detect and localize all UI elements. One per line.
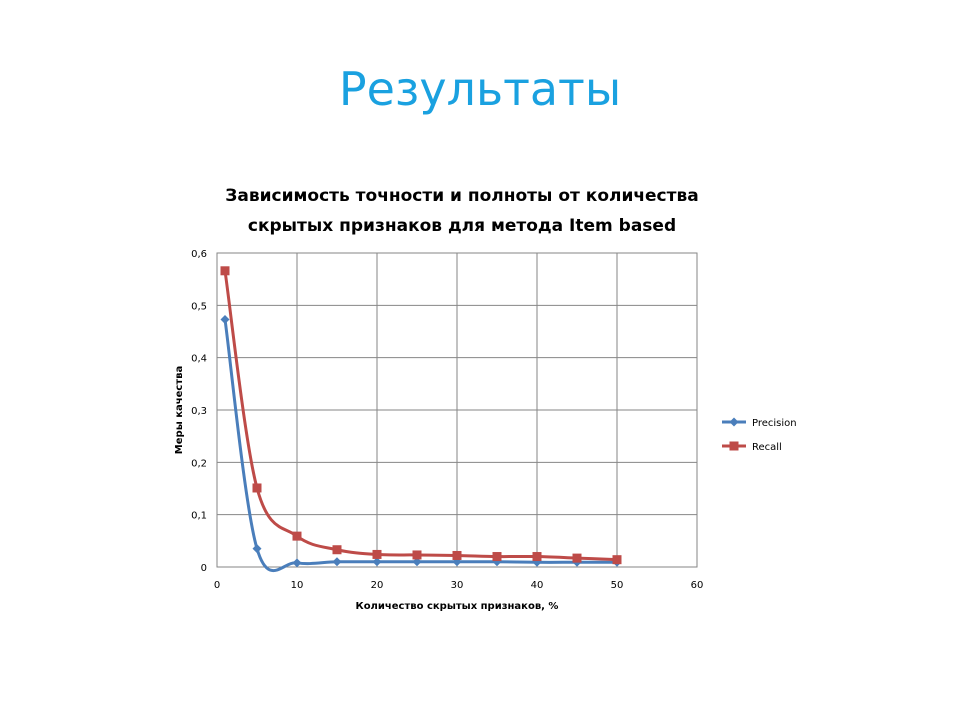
data-point-precision [372, 557, 382, 567]
plot-area-frame [216, 252, 698, 568]
data-point-recall [292, 531, 302, 541]
data-point-precision [252, 544, 262, 554]
data-point-recall [412, 550, 422, 560]
legend-label-precision: Precision [752, 418, 797, 429]
slide-title: Результаты [338, 62, 622, 116]
x-tick-label: 10 [291, 580, 304, 591]
x-tick-label: 30 [451, 580, 464, 591]
x-axis-label: Количество скрытых признаков, % [356, 601, 559, 612]
data-point-recall [252, 483, 262, 493]
y-tick-label: 0 [201, 563, 207, 574]
legend-item-precision: Precision [722, 417, 797, 429]
legend-marker-precision [729, 417, 739, 427]
y-axis-ticks: 0 0,1 0,2 0,3 0,4 0,5 0,6 [191, 249, 207, 574]
data-point-recall [612, 555, 622, 565]
legend-marker-recall [729, 441, 739, 451]
chart-series [220, 266, 622, 573]
x-axis-ticks: 0 10 20 30 40 50 60 [214, 580, 704, 591]
data-point-recall [452, 550, 462, 560]
chart-title-line: скрытых признаков для метода Item based [248, 216, 676, 236]
x-tick-label: 40 [531, 580, 544, 591]
y-tick-label: 0,2 [191, 458, 207, 469]
data-point-recall [372, 549, 382, 559]
y-tick-label: 0,5 [191, 301, 207, 312]
y-tick-label: 0,4 [191, 354, 207, 365]
data-point-precision [220, 314, 230, 324]
data-point-recall [220, 266, 230, 276]
legend-item-recall: Recall [722, 441, 782, 453]
series-line-precision [223, 319, 617, 573]
data-point-precision [292, 558, 302, 568]
chart-legend: Precision Recall [722, 417, 797, 453]
data-point-precision [332, 557, 342, 567]
data-point-recall [492, 552, 502, 562]
data-point-recall [332, 545, 342, 555]
legend-label-recall: Recall [752, 442, 782, 453]
chart-grid [216, 252, 698, 568]
x-tick-label: 0 [214, 580, 220, 591]
x-tick-label: 50 [611, 580, 624, 591]
y-tick-label: 0,6 [191, 249, 207, 260]
y-tick-label: 0,1 [191, 511, 207, 522]
x-tick-label: 20 [371, 580, 384, 591]
data-point-precision [412, 557, 422, 567]
x-tick-label: 60 [691, 580, 704, 591]
series-recall [220, 266, 622, 565]
series-line-recall [223, 270, 618, 562]
chart-title-line: Зависимость точности и полноты от количе… [225, 186, 698, 206]
y-axis-label: Меры качества [174, 366, 185, 454]
chart-title: Зависимость точности и полноты от количе… [225, 186, 698, 236]
series-precision [220, 314, 622, 573]
data-point-recall [532, 552, 542, 562]
data-point-recall [572, 553, 582, 563]
y-tick-label: 0,3 [191, 406, 207, 417]
